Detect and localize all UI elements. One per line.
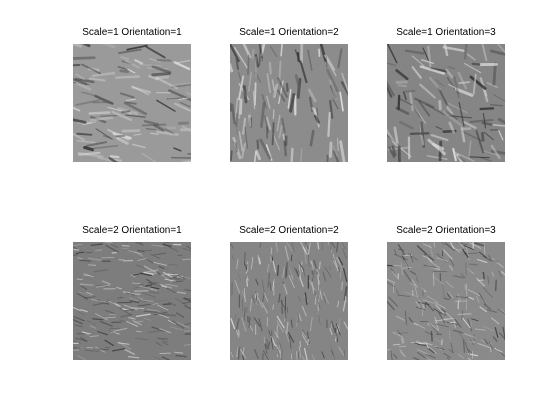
panel-title: Scale=1 Orientation=1: [82, 27, 182, 38]
panel-title: Scale=2 Orientation=3: [396, 225, 496, 236]
panel-title: Scale=2 Orientation=1: [82, 225, 182, 236]
panel-title: Scale=1 Orientation=3: [396, 27, 496, 38]
filter-response-image: [230, 242, 348, 360]
filter-response-image: [387, 44, 505, 162]
filter-response-image: [230, 44, 348, 162]
filter-response-image: [73, 242, 191, 360]
filter-response-image: [73, 44, 191, 162]
panel-title: Scale=2 Orientation=2: [239, 225, 339, 236]
panel-title: Scale=1 Orientation=2: [239, 27, 339, 38]
filter-response-image: [387, 242, 505, 360]
